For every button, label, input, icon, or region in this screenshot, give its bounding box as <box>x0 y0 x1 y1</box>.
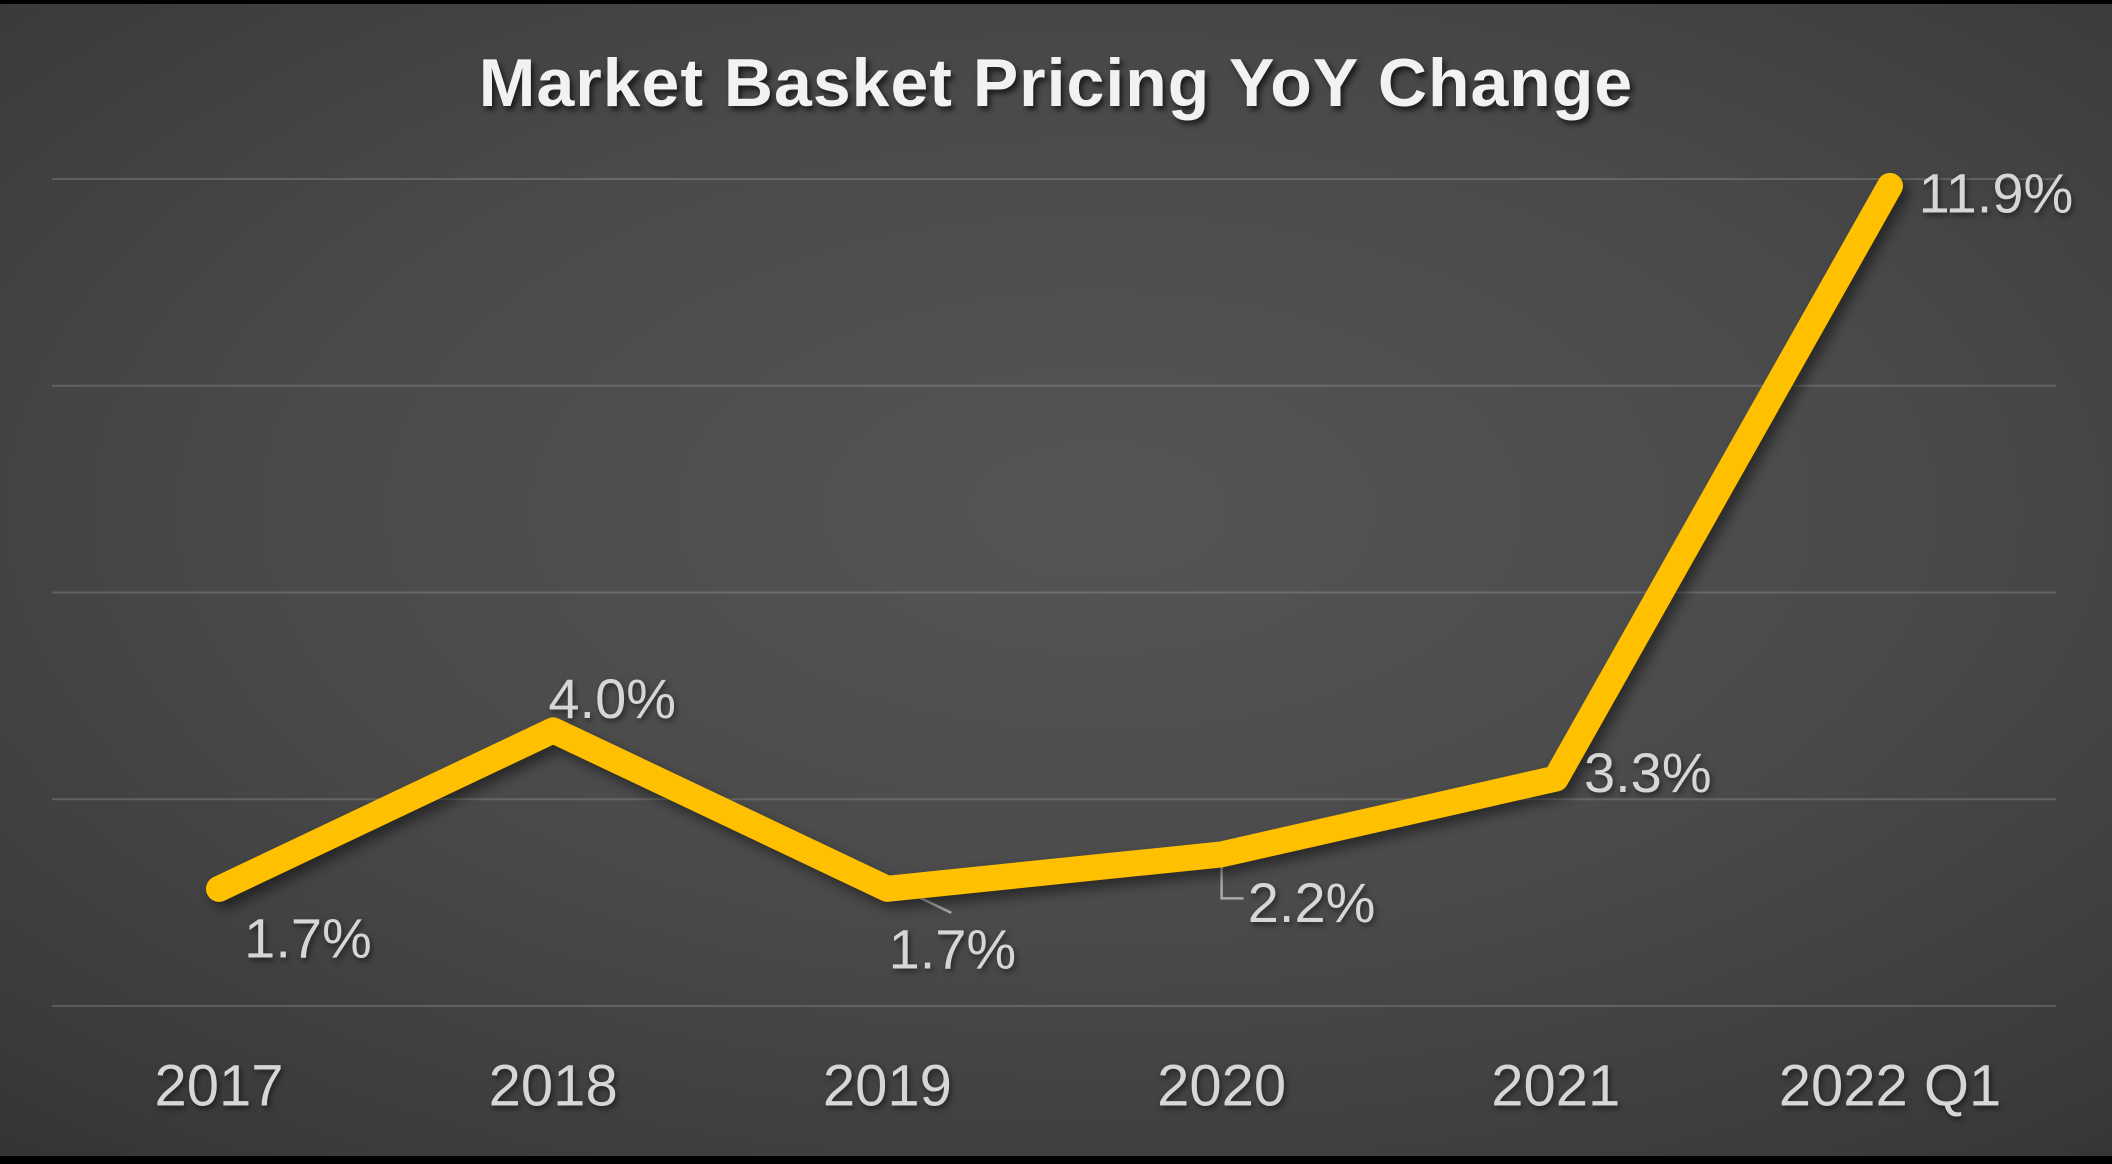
data-label: 11.9% <box>1919 161 2074 224</box>
series-line-group <box>206 172 1903 902</box>
x-axis-label: 2018 <box>489 1054 618 1119</box>
slide-background: Market Basket Pricing YoY Change 1.7% 4.0… <box>0 4 2112 1156</box>
data-label: 4.0% <box>548 667 676 730</box>
x-axis-label: 2022 Q1 <box>1779 1054 2002 1119</box>
x-axis-labels: 2017 2018 2019 2020 2021 2022 Q1 <box>154 1054 2001 1119</box>
data-label-leader-line <box>1220 858 1244 900</box>
data-label: 3.3% <box>1584 741 1712 804</box>
x-axis-label: 2017 <box>154 1054 283 1119</box>
x-axis-label: 2019 <box>823 1054 952 1119</box>
x-axis-label: 2020 <box>1157 1054 1286 1119</box>
data-labels: 1.7% 4.0% 1.7% 2.2% 3.3% 11.9% <box>244 161 2073 980</box>
x-axis-label: 2021 <box>1491 1054 1620 1119</box>
chart-title: Market Basket Pricing YoY Change <box>478 45 1634 121</box>
data-label: 2.2% <box>1248 871 1376 934</box>
series-line <box>206 172 1903 902</box>
data-label: 1.7% <box>889 917 1017 980</box>
data-label: 1.7% <box>244 906 372 969</box>
